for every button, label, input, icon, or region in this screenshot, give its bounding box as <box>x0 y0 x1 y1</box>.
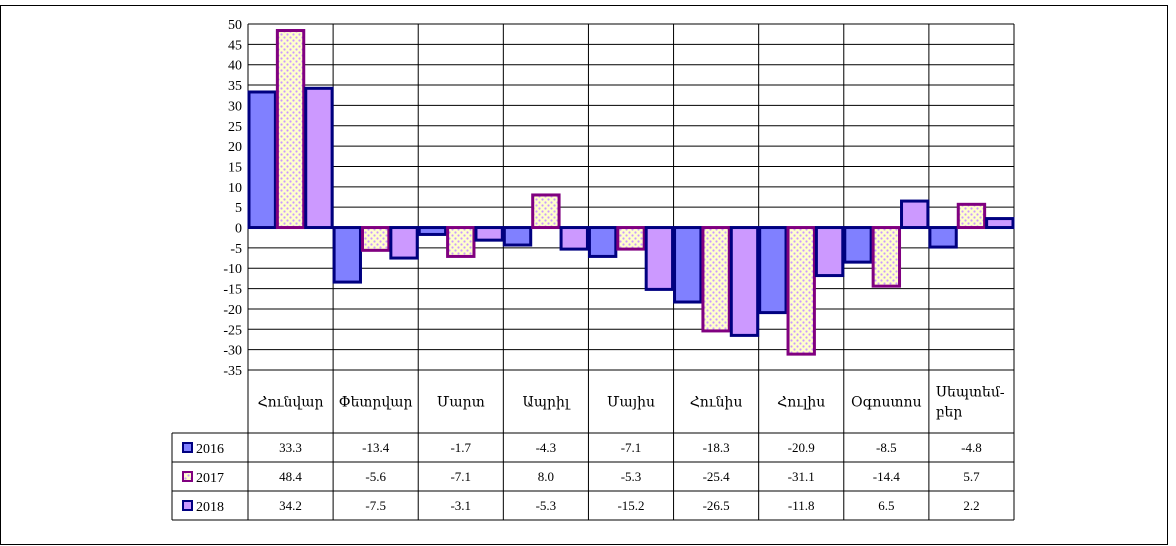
bar-2018-1 <box>304 86 334 230</box>
table-cell-value: -15.2 <box>617 498 644 513</box>
table-cell-value: 2.2 <box>963 498 979 513</box>
bar-2018-7 <box>814 226 845 278</box>
table-cell-value: -1.7 <box>450 440 471 455</box>
table-cell-value: -8.5 <box>876 440 897 455</box>
table-cell-value: -14.4 <box>873 469 901 484</box>
bar-2018-5 <box>644 226 675 291</box>
legend-label-2017: 2017 <box>196 471 224 486</box>
legend-key-2017 <box>182 471 193 482</box>
table-cell-value: -4.8 <box>961 440 982 455</box>
bar-2017-2 <box>360 226 391 252</box>
table-cell-value: -7.1 <box>621 440 642 455</box>
table-cell-value: -5.6 <box>365 469 386 484</box>
legend-label-2016: 2016 <box>196 442 224 457</box>
table-cell-value: 34.2 <box>279 498 302 513</box>
y-tick-label: -25 <box>223 323 242 338</box>
table-cell-value: -4.3 <box>536 440 557 455</box>
y-tick-label: 25 <box>228 120 242 135</box>
x-category-label: Հունվար <box>258 396 324 411</box>
y-tick-label: -30 <box>223 344 242 359</box>
table-cell-value: 8.0 <box>538 469 554 484</box>
y-tick-label: 50 <box>228 18 242 33</box>
bar-2018-2 <box>389 226 419 260</box>
table-cell-value: -11.8 <box>788 498 815 513</box>
table-cell-value: -7.5 <box>365 498 386 513</box>
bar-2017-4 <box>531 193 561 230</box>
table-cell-value: -18.3 <box>703 440 730 455</box>
y-tick-label: -20 <box>223 303 242 318</box>
chart-svg: 50454035302520151050-5-10-15-20-25-30-35… <box>171 18 1015 521</box>
bar-2017-8 <box>871 226 902 288</box>
bar-2018-6 <box>729 226 760 337</box>
bar-2018-9 <box>985 217 1015 230</box>
table-cell-value: -26.5 <box>703 498 730 513</box>
y-tick-label: -5 <box>230 242 242 257</box>
bar-2018-4 <box>559 226 589 251</box>
bar-2018-8 <box>900 199 930 230</box>
bar-2016-1 <box>247 90 277 230</box>
x-category-label: Ապրիլ <box>523 396 571 411</box>
table-cell-value: 48.4 <box>279 469 302 484</box>
x-category-label: Հուլիս <box>777 396 825 411</box>
table-cell-value: -31.1 <box>788 469 815 484</box>
table-cell-value: -3.1 <box>450 498 471 513</box>
bar-2017-3 <box>446 226 476 258</box>
x-category-label: Սեպտեմ- <box>936 386 1005 401</box>
bar-2016-6 <box>673 226 703 304</box>
bar-2016-3 <box>417 226 448 236</box>
bar-2017-9 <box>956 202 987 230</box>
y-tick-label: 5 <box>235 201 242 216</box>
bar-2016-4 <box>502 226 533 247</box>
y-tick-label: 35 <box>228 79 242 94</box>
y-tick-label: 40 <box>228 59 242 74</box>
y-tick-label: 0 <box>235 222 242 237</box>
bar-2017-6 <box>701 226 731 333</box>
table-cell-value: 6.5 <box>878 498 894 513</box>
bar-2016-9 <box>928 226 958 249</box>
bar-2017-1 <box>275 29 306 230</box>
bar-2017-7 <box>786 226 816 356</box>
x-category-label: բեր <box>936 406 962 421</box>
bar-2018-3 <box>474 226 504 242</box>
y-tick-label: -35 <box>223 364 242 379</box>
y-tick-label: 45 <box>228 38 242 53</box>
legend-key-2016 <box>182 442 193 453</box>
table-cell-value: 33.3 <box>279 440 302 455</box>
y-tick-label: -15 <box>223 283 242 298</box>
bar-2017-5 <box>616 226 646 251</box>
legend-label-2018: 2018 <box>196 500 224 515</box>
bar-2016-2 <box>332 226 362 284</box>
y-tick-label: 10 <box>228 181 242 196</box>
x-category-label: Օգոստոս <box>851 396 922 411</box>
y-tick-label: 20 <box>228 140 242 155</box>
y-tick-label: 15 <box>228 160 242 175</box>
table-cell-value: -5.3 <box>621 469 642 484</box>
table-cell-value: -13.4 <box>362 440 390 455</box>
bar-2016-5 <box>587 226 618 258</box>
chart-frame: 50 45 40 35 30 25 20 15 10 5 0 -5 -10 -15 -20 -25 -30 -35… <box>0 5 1168 545</box>
table-cell-value: 5.7 <box>963 469 980 484</box>
bar-2016-8 <box>843 226 873 264</box>
bar-2016-7 <box>758 226 788 315</box>
table-cell-value: -5.3 <box>536 498 557 513</box>
legend-key-2018 <box>182 500 193 511</box>
table-cell-value: -20.9 <box>788 440 815 455</box>
y-tick-label: 30 <box>228 99 242 114</box>
y-tick-label: -10 <box>223 262 242 277</box>
x-category-label: Մարտ <box>437 396 485 411</box>
x-category-label: Հունիս <box>690 396 743 411</box>
table-cell-value: -7.1 <box>450 469 471 484</box>
x-category-label: Փետրվար <box>339 396 413 411</box>
x-category-label: Մայիս <box>607 396 655 411</box>
table-cell-value: -25.4 <box>703 469 731 484</box>
